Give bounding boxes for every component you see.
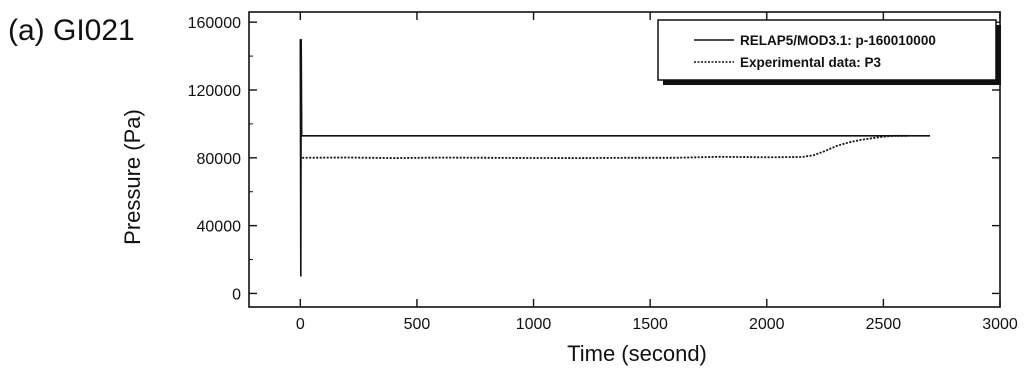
x-tick-label: 2500	[866, 316, 902, 333]
x-tick-label: 3000	[982, 316, 1018, 333]
legend-label-1: RELAP5/MOD3.1: p-160010000	[740, 33, 936, 48]
x-tick-label: 0	[296, 316, 305, 333]
panel-label: (a) GI021	[8, 14, 135, 47]
series-line-1	[299, 39, 930, 277]
legend-box	[657, 19, 997, 81]
x-tick-label: 1500	[632, 316, 668, 333]
y-tick-label: 80000	[197, 151, 242, 168]
y-axis-label: Pressure (Pa)	[120, 109, 145, 245]
series-line-2	[302, 134, 907, 160]
x-axis-label: Time (second)	[567, 341, 707, 366]
y-tick-label: 40000	[197, 219, 242, 236]
x-tick-label: 2000	[749, 316, 785, 333]
legend-label-2: Experimental data: P3	[740, 55, 882, 70]
x-tick-label: 500	[404, 316, 431, 333]
x-tick-label: 1000	[516, 316, 552, 333]
y-tick-label: 160000	[188, 15, 241, 32]
y-tick-label: 120000	[188, 83, 241, 100]
y-tick-label: 0	[232, 286, 241, 303]
plot-frame	[248, 11, 1001, 308]
